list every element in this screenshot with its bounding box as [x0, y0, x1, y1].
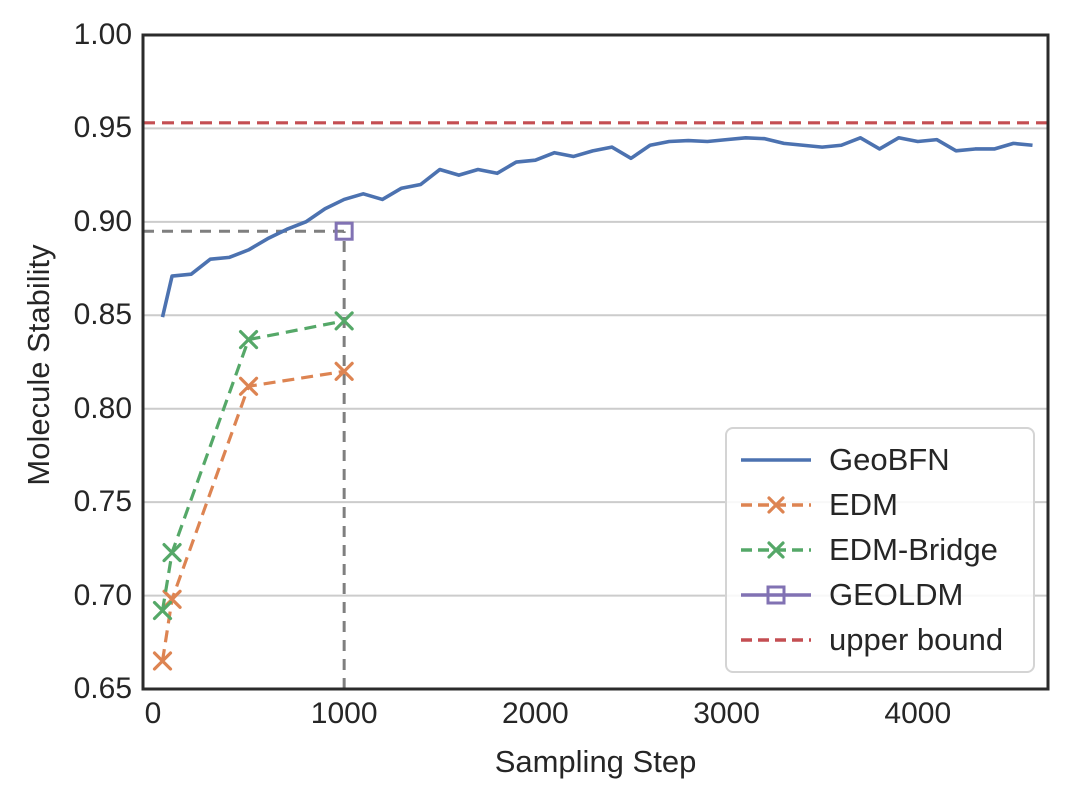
y-tick-label-0.85: 0.85	[73, 298, 132, 332]
legend-item-edm-bridge: EDM-Bridge	[739, 528, 1021, 572]
legend-label-geobfn: GeoBFN	[829, 441, 950, 477]
legend-line-sample-upper-bound	[741, 638, 811, 643]
legend-label-geoldm: GEOLDM	[829, 577, 964, 613]
marker-square-geoldm	[334, 221, 354, 241]
legend-label-edm: EDM	[829, 486, 898, 522]
y-tick-label-0.90: 0.90	[73, 204, 132, 238]
legend-item-geobfn: GeoBFN	[739, 438, 1021, 482]
marker-x-edm	[238, 376, 259, 396]
legend-line-sample-geobfn	[741, 457, 811, 462]
marker-x-edm	[334, 361, 354, 381]
legend-label-upper-bound: upper bound	[829, 622, 1004, 658]
x-axis-title: Sampling Step	[494, 744, 697, 779]
marker-x-edm-bridge	[152, 600, 173, 621]
y-tick-label-0.80: 0.80	[73, 391, 132, 425]
y-tick-label-0.75: 0.75	[73, 485, 132, 519]
y-tick-label-0.70: 0.70	[73, 578, 132, 612]
legend-item-geoldm: GEOLDM	[739, 573, 1021, 617]
marker-x-edm-bridge	[238, 329, 259, 350]
legend-item-edm: EDM	[739, 483, 1021, 527]
marker-x-edm	[152, 651, 173, 671]
series-line-edm	[160, 369, 345, 662]
x-tick-label-1000: 1000	[310, 697, 378, 730]
legend: GeoBFN EDM EDM-Bridge GEOLDM upper bound	[725, 427, 1035, 673]
series-line-edm-bridge	[160, 319, 345, 611]
marker-x-edm-bridge	[162, 542, 182, 563]
x-tick-label-0: 0	[144, 697, 162, 730]
legend-label-edm-bridge: EDM-Bridge	[829, 531, 998, 567]
legend-item-upper-bound: upper bound	[739, 618, 1021, 662]
y-tick-label-0.65: 0.65	[73, 672, 132, 705]
x-tick-label-3000: 3000	[693, 697, 760, 730]
marker-x-edm-bridge	[334, 311, 354, 331]
legend-line-sample-edm-bridge	[741, 541, 811, 559]
series-line-geobfn	[160, 135, 1033, 318]
legend-line-sample-geoldm	[741, 585, 811, 605]
x-tick-label-4000: 4000	[884, 697, 952, 730]
legend-line-sample-edm	[741, 496, 811, 514]
y-tick-label-0.95: 0.95	[73, 111, 132, 145]
y-axis-title: Molecule Stability	[21, 244, 56, 486]
x-tick-label-2000: 2000	[501, 697, 569, 730]
plot-border	[141, 33, 1050, 691]
y-tick-label-1.00: 1.00	[73, 18, 132, 51]
